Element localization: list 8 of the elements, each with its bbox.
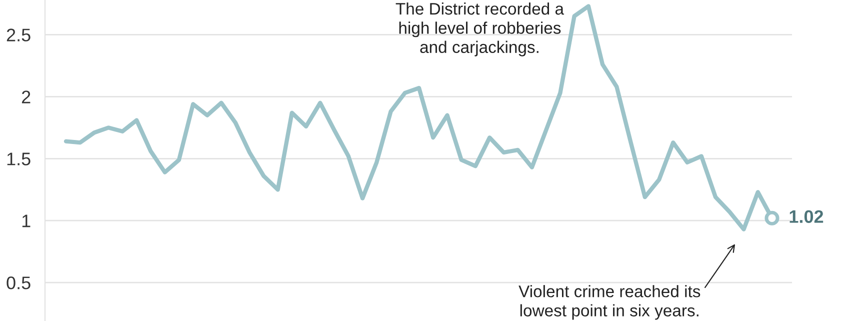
y-tick-label: 1 <box>22 214 30 228</box>
y-tick-label: 1.5 <box>7 152 30 166</box>
annotation: The District recorded a high level of robberies and carjackings. <box>396 2 564 56</box>
y-tick-label: 2.5 <box>6 28 30 42</box>
y-tick-label: 0.5 <box>6 276 30 290</box>
annotation: Violent crime reached its lowest point in six years. <box>518 285 700 320</box>
data-label: 1.02 <box>790 210 824 223</box>
y-tick-label: 2 <box>22 90 30 104</box>
